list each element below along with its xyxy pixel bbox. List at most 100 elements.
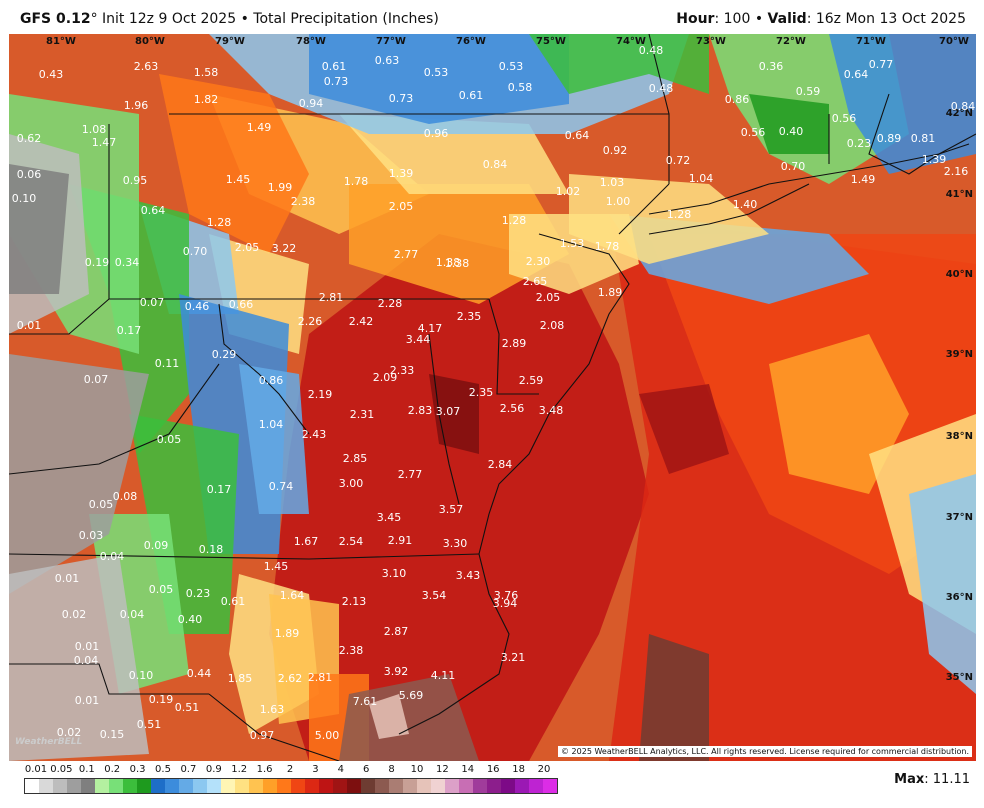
precip-value-label: 1.67 — [294, 535, 319, 548]
precip-value-label: 0.92 — [603, 144, 628, 157]
precip-value-label: 0.61 — [459, 89, 484, 102]
precip-value-label: 2.38 — [339, 644, 364, 657]
precip-value-label: 1.38 — [436, 256, 461, 269]
legend-tick-label: 0.5 — [155, 764, 171, 775]
longitude-label: 73°W — [696, 36, 726, 47]
precip-value-label: 2.65 — [523, 275, 548, 288]
boundary-line-5 — [9, 553, 480, 560]
precip-value-label: 0.01 — [75, 694, 100, 707]
precip-value-label: 1.28 — [667, 208, 692, 221]
precip-value-label: 0.02 — [57, 726, 82, 739]
legend-swatch — [95, 779, 109, 793]
precip-value-label: 0.66 — [229, 298, 254, 311]
legend-swatch — [165, 779, 179, 793]
precip-value-label: 2.85 — [343, 452, 368, 465]
boundary-line-16 — [9, 363, 220, 475]
precip-field-35 — [339, 674, 479, 761]
precip-value-label: 2.13 — [342, 595, 367, 608]
precip-value-label: 3.45 — [377, 511, 402, 524]
precip-field-29 — [9, 554, 149, 761]
precip-value-label: 1.38 — [445, 257, 470, 270]
precip-value-label: 0.36 — [759, 60, 784, 73]
precip-value-label: 0.02 — [62, 608, 87, 621]
legend-tick-label: 0.3 — [129, 764, 146, 775]
precip-value-label: 0.15 — [100, 728, 125, 741]
valid-value: 16z Mon 13 Oct 2025 — [815, 11, 966, 27]
legend-swatch — [39, 779, 53, 793]
latitude-label: 40°N — [946, 269, 973, 280]
precip-value-label: 0.05 — [89, 498, 114, 511]
precip-value-label: 2.63 — [134, 60, 159, 73]
precip-value-label: 1.82 — [194, 93, 219, 106]
precip-value-label: 2.05 — [536, 291, 561, 304]
precip-value-label: 0.03 — [79, 529, 104, 542]
precip-value-label: 0.01 — [75, 640, 100, 653]
precip-value-label: 1.28 — [502, 214, 527, 227]
legend-swatch — [25, 779, 39, 793]
precip-value-label: 3.00 — [339, 477, 364, 490]
precip-value-label: 3.44 — [406, 333, 431, 346]
legend-swatch — [235, 779, 249, 793]
precip-value-label: 2.31 — [350, 408, 375, 421]
precip-value-label: 2.19 — [308, 388, 333, 401]
boundary-line-7 — [208, 693, 340, 761]
precip-value-label: 0.61 — [322, 60, 347, 73]
precip-value-label: 0.40 — [779, 125, 804, 138]
precip-value-label: 3.94 — [493, 597, 518, 610]
legend-swatch — [221, 779, 235, 793]
precip-value-label: 1.00 — [606, 195, 631, 208]
legend-tick-label: 0.9 — [205, 764, 222, 775]
precip-value-label: 0.34 — [115, 256, 140, 269]
precip-value-label: 2.35 — [457, 310, 482, 323]
longitude-label: 71°W — [856, 36, 886, 47]
precip-value-label: 4.17 — [418, 322, 443, 335]
longitude-label: 72°W — [776, 36, 806, 47]
model-name: GFS 0.12 — [20, 11, 91, 27]
legend-swatch — [389, 779, 403, 793]
precip-value-label: 5.00 — [315, 729, 340, 742]
precip-value-label: 0.86 — [259, 374, 284, 387]
longitude-label: 70°W — [939, 36, 969, 47]
precip-value-label: 3.07 — [436, 405, 461, 418]
hour-value: 100 — [723, 11, 751, 27]
longitude-label: 80°W — [135, 36, 165, 47]
precip-value-label: 0.10 — [12, 192, 37, 205]
precip-value-label: 2.33 — [390, 364, 415, 377]
precip-value-label: 1.64 — [280, 589, 305, 602]
precip-value-label: 3.48 — [539, 404, 564, 417]
precip-value-label: 1.96 — [124, 99, 149, 112]
boundary-line-1 — [618, 183, 670, 235]
longitude-label: 79°W — [215, 36, 245, 47]
precip-value-label: 0.64 — [565, 129, 590, 142]
precip-value-label: 3.57 — [439, 503, 464, 516]
precip-value-label: 2.43 — [302, 428, 327, 441]
precip-value-label: 0.29 — [212, 348, 237, 361]
precip-value-label: 1.45 — [264, 560, 289, 573]
legend-tick-label: 2 — [286, 764, 294, 775]
precip-field-13 — [309, 34, 569, 124]
boundary-line-8 — [398, 233, 630, 735]
precip-value-label: 0.48 — [639, 44, 664, 57]
longitude-label: 74°W — [616, 36, 646, 47]
legend-tick-label: 0.2 — [104, 764, 121, 775]
legend-tick-label: 0.05 — [50, 764, 73, 775]
legend-tick-label: 1.2 — [231, 764, 248, 775]
hour-label: Hour — [676, 11, 715, 27]
legend-tick-label: 20 — [537, 764, 551, 775]
precip-value-label: 0.46 — [185, 300, 210, 313]
precip-value-label: 0.64 — [141, 204, 166, 217]
precip-value-label: 1.39 — [922, 153, 947, 166]
precip-value-label: 0.40 — [178, 613, 203, 626]
boundary-line-14 — [428, 333, 460, 505]
legend-swatch — [81, 779, 95, 793]
precip-value-label: 2.91 — [388, 534, 413, 547]
boundary-line-3 — [488, 298, 539, 395]
precip-value-label: 0.17 — [117, 324, 142, 337]
legend-swatch — [515, 779, 529, 793]
longitude-label: 77°W — [376, 36, 406, 47]
precip-value-label: 1.99 — [268, 181, 293, 194]
legend-swatch — [207, 779, 221, 793]
header: GFS 0.12° Init 12z 9 Oct 2025 • Total Pr… — [0, 0, 984, 34]
precip-value-label: 0.07 — [84, 373, 109, 386]
precip-value-label: 0.64 — [844, 68, 869, 81]
